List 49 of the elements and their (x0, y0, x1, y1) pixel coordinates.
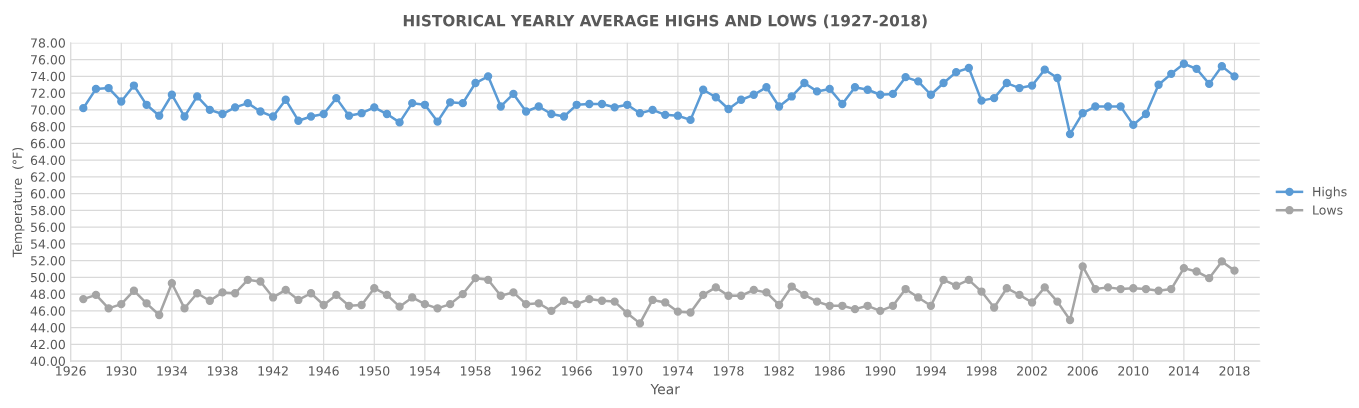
x-tick-label: 1938 (207, 366, 238, 376)
x-tick-label: 1982 (764, 366, 794, 376)
x-tick-label: 1966 (562, 366, 592, 376)
y-tick-label: 64.00 (30, 155, 65, 166)
y-tick-label: 78.00 (31, 38, 65, 48)
x-tick-label: 1994 (916, 366, 947, 376)
y-tick-label: 70.00 (31, 105, 65, 115)
y-tick-label: 58.00 (30, 205, 65, 216)
legend-label: Highs (1313, 186, 1347, 199)
y-tick-label: 54.00 (30, 239, 65, 249)
y-tick-label: 48.00 (30, 289, 65, 300)
x-tick-label: 1990 (865, 366, 896, 376)
x-tick-label: 1962 (511, 366, 541, 376)
y-tick-label: 76.00 (31, 55, 65, 65)
chart-title: HISTORICAL YEARLY AVERAGE HIGHS AND LOWS (1927-2018) (403, 14, 927, 29)
y-tick-label: 74.00 (31, 71, 65, 82)
y-tick-label: 42.00 (30, 339, 65, 350)
y-tick-label: 50.00 (30, 272, 65, 283)
legend-label: Lows (1313, 205, 1343, 215)
x-tick-label: 2018 (1219, 366, 1250, 376)
x-tick-label: 1998 (966, 366, 997, 376)
x-tick-label: 1934 (157, 366, 188, 376)
y-tick-label: 60.00 (30, 189, 65, 199)
y-tick-label: 66.00 (30, 138, 65, 149)
x-tick-label: 1958 (460, 366, 491, 376)
x-tick-label: 1978 (713, 366, 744, 376)
x-axis-title: Year (650, 384, 680, 395)
x-tick-label: 1954 (410, 366, 441, 376)
x-tick-label: 1986 (815, 366, 845, 376)
y-tick-label: 52.00 (30, 256, 65, 266)
y-tick-label: 68.00 (30, 122, 65, 132)
x-tick-label: 1974 (663, 366, 694, 376)
x-tick-label: 2002 (1017, 366, 1047, 376)
y-axis-title: Temperature (°F) (12, 147, 25, 258)
x-tick-label: 1942 (258, 366, 288, 376)
x-tick-label: 1946 (309, 366, 339, 376)
x-tick-label: 2014 (1168, 366, 1200, 376)
y-tick-label: 44.00 (30, 323, 65, 333)
x-tick-label: 1926 (56, 366, 86, 376)
y-tick-label: 72.00 (31, 88, 65, 99)
x-tick-label: 1950 (359, 366, 390, 376)
x-tick-label: 2006 (1067, 366, 1098, 376)
x-tick-label: 1970 (612, 366, 643, 376)
y-tick-label: 56.00 (30, 222, 65, 233)
y-tick-label: 40.00 (30, 356, 65, 367)
x-tick-label: 2010 (1118, 366, 1149, 376)
y-tick-label: 62.00 (30, 172, 65, 182)
y-tick-label: 46.00 (30, 306, 65, 316)
x-tick-label: 1930 (106, 366, 137, 376)
